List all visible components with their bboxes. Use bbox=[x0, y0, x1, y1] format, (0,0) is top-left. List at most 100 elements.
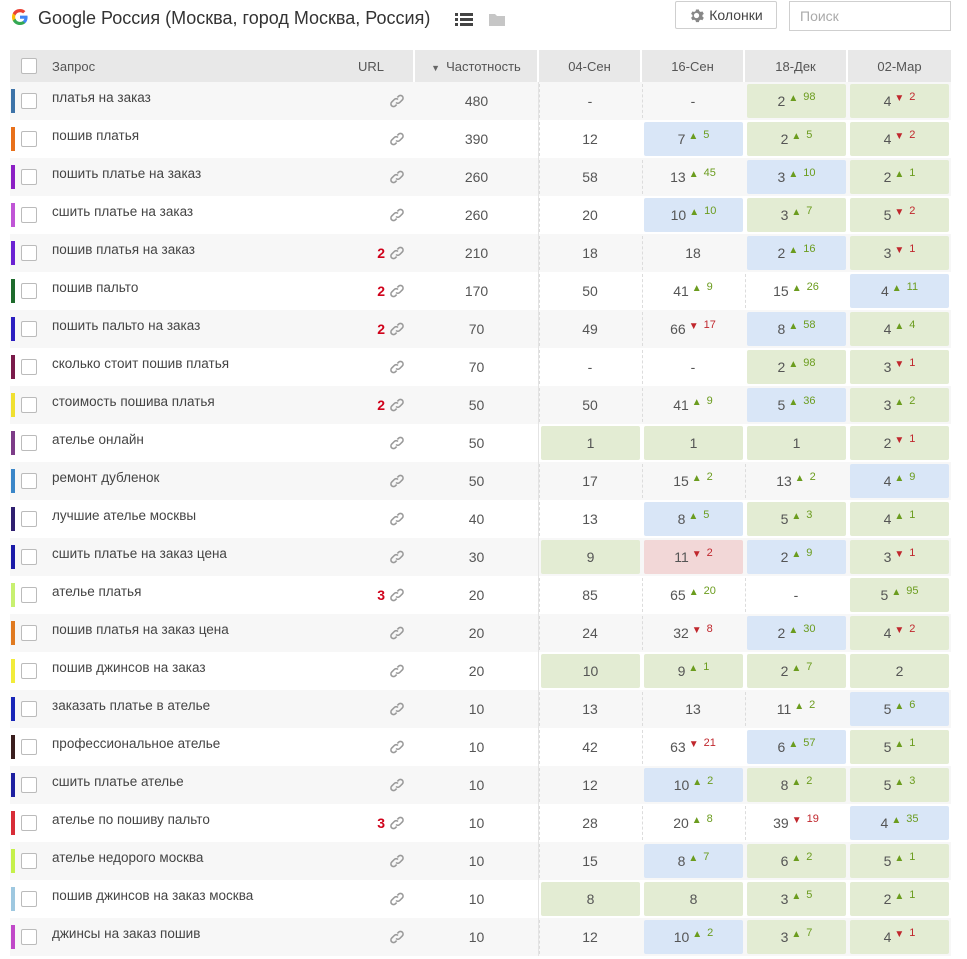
position-badge[interactable]: 13 ▲ 45 bbox=[642, 160, 743, 194]
list-view-icon[interactable] bbox=[455, 12, 473, 27]
query-text[interactable]: джинсы на заказ пошив bbox=[52, 926, 201, 941]
position-badge[interactable]: 18 bbox=[539, 236, 640, 270]
position-badge[interactable]: 5 ▲ 1 bbox=[850, 730, 949, 764]
query-text[interactable]: пошив джинсов на заказ bbox=[52, 660, 206, 675]
row-checkbox[interactable] bbox=[21, 929, 37, 945]
position-badge[interactable]: 15 ▲ 2 bbox=[642, 464, 743, 498]
row-checkbox[interactable] bbox=[21, 207, 37, 223]
position-badge[interactable]: 2 ▲ 5 bbox=[747, 122, 846, 156]
query-text[interactable]: сшить платье на заказ цена bbox=[52, 546, 227, 561]
link-icon[interactable] bbox=[389, 359, 405, 375]
table-row[interactable]: ателье онлайн 50 1 1 1 2 ▼ 1 bbox=[10, 424, 951, 462]
position-badge[interactable]: 10 ▲ 2 bbox=[644, 920, 743, 954]
table-row[interactable]: пошив джинсов на заказ 20 10 9 ▲ 1 2 ▲ 7 2 bbox=[10, 652, 951, 690]
position-badge[interactable]: 28 bbox=[539, 806, 640, 840]
table-row[interactable]: ремонт дубленок 50 17 15 ▲ 2 13 ▲ 2 4 ▲ 9 bbox=[10, 462, 951, 500]
position-badge[interactable]: 2 ▼ 1 bbox=[850, 426, 949, 460]
position-badge[interactable]: 10 ▲ 10 bbox=[644, 198, 743, 232]
position-badge[interactable]: - bbox=[642, 84, 743, 118]
row-checkbox[interactable] bbox=[21, 397, 37, 413]
query-text[interactable]: сшить платье на заказ bbox=[52, 204, 194, 219]
table-row[interactable]: сшить платье на заказ цена 30 9 11 ▼ 2 2 ▲ 9 3 ▼ 1 bbox=[10, 538, 951, 576]
position-badge[interactable]: 8 ▲ 7 bbox=[644, 844, 743, 878]
query-text[interactable]: пошив платья на заказ bbox=[52, 242, 195, 257]
position-badge[interactable]: 3 ▲ 7 bbox=[747, 920, 846, 954]
url-header-label[interactable]: URL bbox=[358, 59, 385, 74]
row-checkbox[interactable] bbox=[21, 777, 37, 793]
position-badge[interactable]: 11 ▲ 2 bbox=[745, 692, 846, 726]
position-badge[interactable]: 9 ▲ 1 bbox=[644, 654, 743, 688]
position-badge[interactable]: 13 ▲ 2 bbox=[745, 464, 846, 498]
position-badge[interactable]: 4 ▲ 9 bbox=[850, 464, 949, 498]
position-badge[interactable]: 3 ▲ 2 bbox=[850, 388, 949, 422]
link-icon[interactable] bbox=[389, 511, 405, 527]
query-text[interactable]: пошив платья на заказ цена bbox=[52, 622, 229, 637]
position-badge[interactable]: 63 ▼ 21 bbox=[642, 730, 743, 764]
columns-button[interactable]: Колонки bbox=[675, 1, 777, 29]
link-icon[interactable] bbox=[389, 473, 405, 489]
position-badge[interactable]: 39 ▼ 19 bbox=[745, 806, 846, 840]
frequency-column-header[interactable]: ▼ Частотность bbox=[415, 50, 539, 82]
query-text[interactable]: ателье платья bbox=[52, 584, 142, 599]
query-text[interactable]: пошив джинсов на заказ москва bbox=[52, 888, 254, 903]
query-text[interactable]: ремонт дубленок bbox=[52, 470, 160, 485]
row-checkbox[interactable] bbox=[21, 321, 37, 337]
position-badge[interactable]: 3 ▲ 5 bbox=[747, 882, 846, 916]
table-row[interactable]: пошив пальто 2 170 50 41 ▲ 9 15 ▲ 26 4 ▲ 11 bbox=[10, 272, 951, 310]
date-column-header[interactable]: 04-Сен bbox=[539, 50, 642, 82]
select-all-checkbox[interactable] bbox=[21, 58, 37, 74]
position-badge[interactable]: 6 ▲ 57 bbox=[747, 730, 846, 764]
position-badge[interactable]: 8 bbox=[541, 882, 640, 916]
position-badge[interactable]: 5 ▲ 3 bbox=[850, 768, 949, 802]
position-badge[interactable]: 13 bbox=[539, 692, 640, 726]
position-badge[interactable]: 7 ▲ 5 bbox=[644, 122, 743, 156]
query-text[interactable]: пошить платье на заказ bbox=[52, 166, 202, 181]
position-badge[interactable]: 3 ▼ 1 bbox=[850, 540, 949, 574]
link-icon[interactable] bbox=[389, 587, 405, 603]
position-badge[interactable]: 42 bbox=[539, 730, 640, 764]
table-row[interactable]: лучшие ателье москвы 40 13 8 ▲ 5 5 ▲ 3 4 ▲ 1 bbox=[10, 500, 951, 538]
position-badge[interactable]: 50 bbox=[539, 274, 640, 308]
row-checkbox[interactable] bbox=[21, 435, 37, 451]
position-badge[interactable]: 5 ▲ 3 bbox=[747, 502, 846, 536]
row-checkbox[interactable] bbox=[21, 359, 37, 375]
position-badge[interactable]: 10 ▲ 2 bbox=[644, 768, 743, 802]
table-row[interactable]: заказать платье в ателье 10 13 13 11 ▲ 2 5 ▲ 6 bbox=[10, 690, 951, 728]
position-badge[interactable]: 66 ▼ 17 bbox=[642, 312, 743, 346]
position-badge[interactable]: 8 ▲ 5 bbox=[644, 502, 743, 536]
position-badge[interactable]: 8 ▲ 2 bbox=[747, 768, 846, 802]
position-badge[interactable]: 12 bbox=[539, 768, 640, 802]
url-count[interactable]: 2 bbox=[377, 321, 385, 337]
table-row[interactable]: пошив платья на заказ цена 20 24 32 ▼ 8 2 ▲ 30 4 ▼… bbox=[10, 614, 951, 652]
position-badge[interactable]: 10 bbox=[541, 654, 640, 688]
table-row[interactable]: пошить платье на заказ 260 58 13 ▲ 45 3 ▲ 10 2 ▲ 1 bbox=[10, 158, 951, 196]
position-badge[interactable]: 12 bbox=[539, 920, 640, 954]
table-row[interactable]: профессиональное ателье 10 42 63 ▼ 21 6 ▲ 57 5 ▲ 1 bbox=[10, 728, 951, 766]
query-text[interactable]: пошив платья bbox=[52, 128, 140, 143]
position-badge[interactable]: 5 ▲ 6 bbox=[850, 692, 949, 726]
position-badge[interactable]: 85 bbox=[539, 578, 640, 612]
table-row[interactable]: стоимость пошива платья 2 50 50 41 ▲ 9 5 ▲ 36 3 ▲ 2 bbox=[10, 386, 951, 424]
position-badge[interactable]: 2 ▲ 16 bbox=[747, 236, 846, 270]
position-badge[interactable]: 2 ▲ 1 bbox=[850, 160, 949, 194]
position-badge[interactable]: 4 ▼ 2 bbox=[850, 84, 949, 118]
row-checkbox[interactable] bbox=[21, 131, 37, 147]
position-badge[interactable]: 8 ▲ 58 bbox=[747, 312, 846, 346]
position-badge[interactable]: 3 ▲ 10 bbox=[747, 160, 846, 194]
position-badge[interactable]: 13 bbox=[642, 692, 743, 726]
date-column-header[interactable]: 18-Дек bbox=[745, 50, 848, 82]
date-column-header[interactable]: 02-Мар bbox=[848, 50, 951, 82]
query-text[interactable]: лучшие ателье москвы bbox=[52, 508, 197, 523]
position-badge[interactable]: 18 bbox=[642, 236, 743, 270]
table-row[interactable]: пошить пальто на заказ 2 70 49 66 ▼ 17 8 ▲ 58 4 ▲ 4 bbox=[10, 310, 951, 348]
position-badge[interactable]: 1 bbox=[644, 426, 743, 460]
link-icon[interactable] bbox=[389, 815, 405, 831]
link-icon[interactable] bbox=[389, 435, 405, 451]
position-badge[interactable]: 24 bbox=[539, 616, 640, 650]
position-badge[interactable]: 1 bbox=[541, 426, 640, 460]
link-icon[interactable] bbox=[389, 739, 405, 755]
position-badge[interactable]: 1 bbox=[747, 426, 846, 460]
position-badge[interactable]: 4 ▲ 1 bbox=[850, 502, 949, 536]
row-checkbox[interactable] bbox=[21, 473, 37, 489]
query-text[interactable]: ателье онлайн bbox=[52, 432, 144, 447]
